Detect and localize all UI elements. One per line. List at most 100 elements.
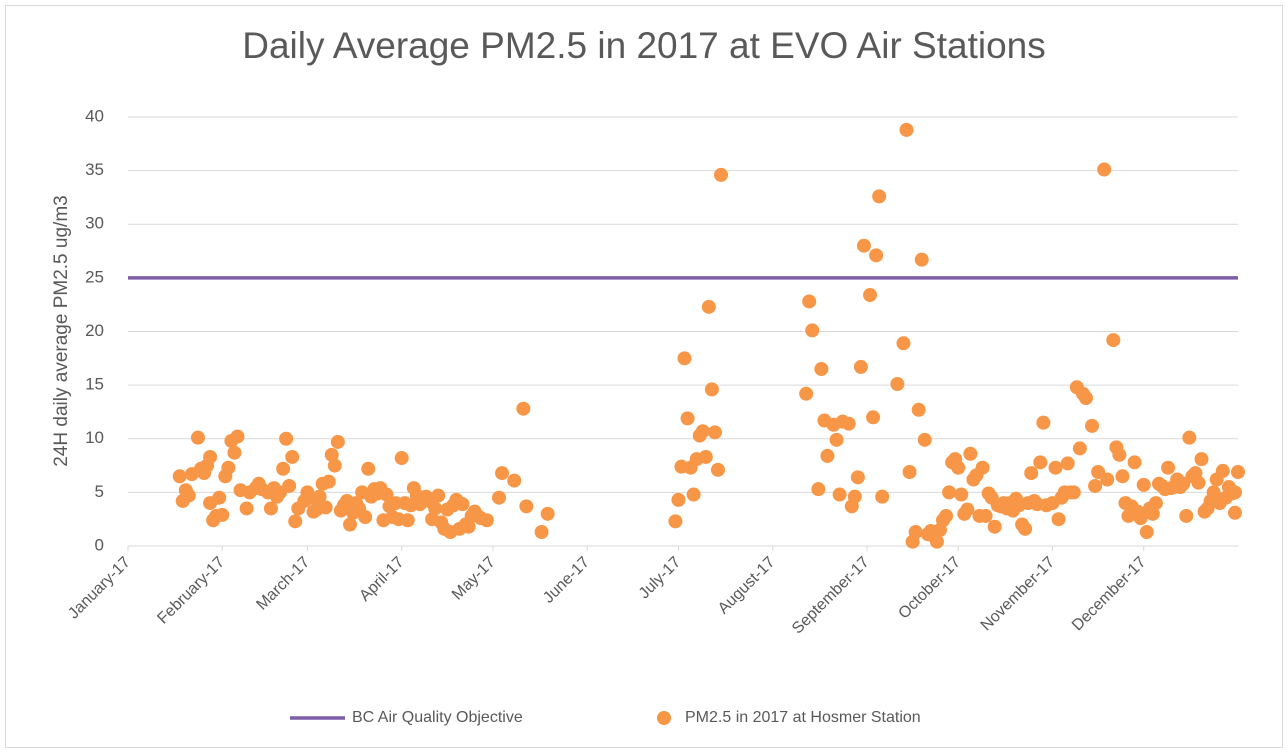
data-point (701, 299, 716, 314)
data-point (361, 461, 376, 476)
data-point (890, 377, 905, 392)
data-point (902, 464, 917, 479)
data-point (866, 410, 881, 425)
data-point (1127, 455, 1142, 470)
data-point (1033, 455, 1048, 470)
data-point (1066, 485, 1081, 500)
y-tick-label: 40 (85, 106, 104, 125)
data-point (227, 445, 242, 460)
data-point (492, 490, 507, 505)
data-point (455, 497, 470, 512)
data-point (358, 510, 373, 525)
data-point (1060, 456, 1075, 471)
y-tick-label: 30 (85, 214, 104, 233)
data-point (805, 323, 820, 338)
y-tick-label: 25 (85, 267, 104, 286)
data-point (495, 466, 510, 481)
data-point (975, 460, 990, 475)
data-point (954, 487, 969, 502)
data-point (978, 508, 993, 523)
data-point (1078, 390, 1093, 405)
data-point (668, 514, 683, 529)
data-point (279, 431, 294, 446)
data-point (1145, 506, 1160, 521)
data-point (461, 519, 476, 534)
data-point (942, 485, 957, 500)
data-point (318, 500, 333, 515)
data-point (479, 513, 494, 528)
y-tick-label: 0 (95, 535, 104, 554)
data-point (276, 461, 291, 476)
data-point (863, 288, 878, 303)
data-point (856, 238, 871, 253)
data-point (869, 248, 884, 263)
data-point (820, 448, 835, 463)
data-point (324, 447, 339, 462)
data-point (911, 402, 926, 417)
data-point (431, 488, 446, 503)
data-point (698, 449, 713, 464)
data-point (1097, 162, 1112, 177)
data-point (811, 482, 826, 497)
chart-frame (5, 5, 1283, 748)
y-tick-label: 15 (85, 375, 104, 394)
data-point (1179, 508, 1194, 523)
data-point (1136, 477, 1151, 492)
legend-swatch (657, 711, 671, 725)
data-point (939, 508, 954, 523)
data-point (343, 517, 357, 532)
data-point (704, 382, 719, 397)
y-tick-label: 20 (85, 321, 104, 340)
data-point (1072, 441, 1087, 456)
data-point (282, 478, 297, 493)
data-point (853, 359, 868, 374)
data-point (1231, 464, 1245, 479)
chart-title: Daily Average PM2.5 in 2017 at EVO Air S… (242, 25, 1046, 66)
data-point (1139, 525, 1154, 540)
data-point (1227, 485, 1242, 500)
data-point (829, 432, 844, 447)
data-point (321, 474, 336, 489)
data-point (847, 489, 862, 504)
data-point (1088, 478, 1103, 493)
data-point (677, 351, 692, 366)
data-point (929, 534, 944, 549)
data-point (1148, 496, 1163, 511)
data-point (710, 462, 725, 477)
data-point (908, 525, 923, 540)
data-point (1018, 521, 1033, 536)
data-point (1161, 460, 1176, 475)
data-point (1215, 463, 1230, 478)
data-point (802, 294, 817, 309)
data-point (963, 446, 978, 461)
data-point (832, 487, 847, 502)
data-point (814, 362, 829, 377)
legend-label: BC Air Quality Objective (352, 709, 523, 726)
data-point (707, 425, 722, 440)
data-point (540, 506, 555, 521)
data-point (899, 122, 914, 137)
y-tick-label: 5 (95, 482, 104, 501)
data-point (680, 411, 695, 426)
data-point (896, 336, 911, 351)
data-point (181, 488, 196, 503)
data-point (850, 470, 865, 485)
data-point (172, 469, 187, 484)
data-point (1133, 511, 1148, 526)
data-point (1024, 466, 1039, 481)
data-point (516, 401, 531, 416)
data-point (215, 507, 230, 522)
data-point (230, 429, 245, 444)
data-point (799, 386, 814, 401)
data-point (239, 501, 254, 516)
data-point (872, 189, 887, 204)
data-point (1100, 472, 1115, 487)
data-point (190, 430, 205, 445)
data-point (507, 473, 522, 488)
data-point (428, 501, 443, 516)
data-point (960, 502, 975, 517)
data-point (394, 451, 409, 466)
data-point (1182, 430, 1197, 445)
data-point (212, 490, 227, 505)
data-point (285, 449, 300, 464)
